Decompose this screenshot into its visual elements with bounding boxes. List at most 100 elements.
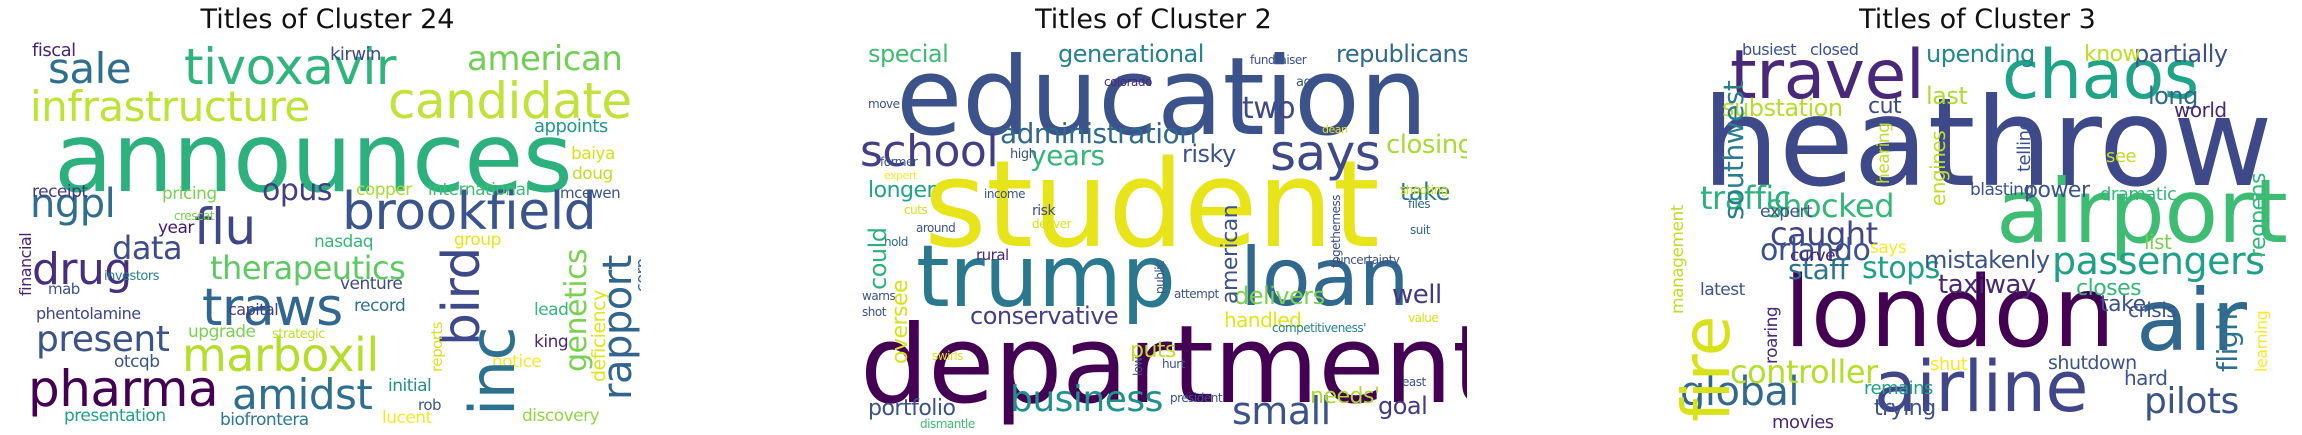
cloud-word: shutdown — [2048, 352, 2137, 374]
cloud-word: list — [2144, 230, 2172, 254]
cloud-word: candidate — [388, 72, 632, 130]
cloud-word: reopens — [2246, 173, 2271, 258]
word-cloud: heathrow london travel chaos airport air airli… — [1664, 42, 2291, 430]
cloud-word: caught — [1770, 215, 1878, 253]
cloud-word: last — [1926, 82, 1968, 110]
cloud-word: pricing — [162, 184, 217, 204]
cloud-word: roaring — [1762, 306, 1782, 364]
cloud-word: department — [860, 303, 1467, 428]
cloud-word: airport — [1996, 160, 2288, 263]
cloud-word: could — [864, 227, 892, 291]
cloud-word: deficiency — [588, 290, 610, 382]
cloud-word: opus — [262, 173, 333, 208]
cloud-word: investors — [104, 269, 159, 284]
cloud-word: risk — [1032, 203, 1056, 219]
cloud-word: chaos — [2002, 42, 2199, 115]
cloud-word: fiscal — [32, 42, 76, 61]
cloud-word: london — [1784, 256, 2115, 370]
cloud-word: pilots — [2144, 381, 2239, 422]
cloud-word: hurt — [1162, 357, 1185, 371]
cloud-word: amidst — [232, 370, 373, 419]
cloud-word: swirls — [932, 349, 963, 363]
cloud-word: stops — [1862, 251, 1940, 286]
cloud-word: upending — [1926, 42, 2035, 68]
word-cloud: education student trump department school loa… — [840, 42, 1467, 430]
cloud-word: american — [1218, 204, 1243, 304]
cloud-word: loan — [1240, 231, 1409, 324]
cloud-word: ngpl — [30, 181, 116, 227]
cloud-word: attempt — [1174, 287, 1219, 301]
cloud-word: passengers — [2052, 239, 2265, 283]
cloud-word: mcewen — [560, 184, 621, 202]
cloud-word: hard — [2124, 366, 2168, 390]
cloud-word: rob — [418, 396, 442, 414]
cloud-word: well — [1392, 280, 1442, 310]
cloud-word: world — [2174, 98, 2227, 122]
cloud-word: airline — [1874, 346, 2088, 428]
cloud-word: goal — [1378, 392, 1428, 420]
cloud-word: business — [1010, 379, 1163, 420]
cloud-word: years — [1030, 139, 1105, 172]
cloud-word: warns — [862, 289, 896, 303]
cloud-word: take — [2100, 292, 2146, 317]
cloud-word: traffic — [1700, 179, 1791, 217]
cloud-word: togetherness — [1329, 195, 1343, 268]
cloud-word: pharma — [28, 360, 219, 418]
cloud-word: baiya — [571, 144, 615, 164]
cloud-word: year — [158, 218, 194, 238]
cloud-word: shot — [862, 305, 886, 319]
cloud-word: uncertainty — [1336, 253, 1400, 267]
cloud-word: announces — [54, 102, 573, 214]
cloud-word: dramatic — [2100, 184, 2177, 205]
cloud-word: financial — [16, 232, 35, 296]
cloud-word: learning — [2252, 310, 2271, 372]
cloud-word: risky — [1182, 140, 1236, 168]
cloud-word: closes — [2076, 276, 2142, 301]
cloud-word: value — [1408, 311, 1439, 325]
cloud-panel-3: Titles of Cluster 3 heathrow london travel… — [1664, 0, 2291, 435]
cloud-word: trump — [916, 227, 1176, 327]
cloud-word: says — [1270, 124, 1381, 182]
cloud-word: curve' — [1790, 246, 1840, 266]
panel-title: Titles of Cluster 3 — [1859, 4, 2096, 35]
cloud-word: closing — [1386, 130, 1467, 160]
cloud-word: phentolamine — [36, 304, 141, 323]
cloud-word: controller — [1730, 353, 1878, 391]
cloud-word: copper — [356, 180, 412, 200]
cloud-word: traws — [202, 278, 343, 338]
cloud-word: engines — [1926, 130, 1950, 206]
cloud-word: global — [1680, 369, 1800, 415]
cloud-word: high — [1010, 147, 1037, 162]
cloud-word: american — [467, 42, 623, 79]
cloud-word: administration — [1000, 117, 1197, 150]
cloud-word: present — [36, 319, 170, 360]
cloud-word: mistakenly — [1924, 246, 2050, 274]
cloud-word: around — [916, 221, 956, 235]
cloud-word: flu — [194, 198, 256, 256]
cloud-word: marboxil — [182, 328, 379, 382]
cloud-word: capital — [228, 300, 279, 319]
cloud-word: lead — [534, 300, 569, 320]
cloud-word: otcqb — [114, 352, 160, 372]
cloud-panel-2: Titles of Cluster 2 education student trum… — [840, 0, 1467, 435]
cloud-word: fundraiser — [1250, 53, 1307, 67]
cloud-word: suit — [1410, 223, 1430, 237]
cloud-word: inc — [456, 326, 529, 416]
cloud-word: two — [1242, 91, 1296, 126]
cloud-word: rural — [976, 246, 1009, 264]
cloud-word: tivoxavir — [184, 42, 396, 96]
cloud-word: flight — [2211, 303, 2244, 372]
cloud-word: management — [1668, 205, 1688, 314]
cloud-word: busiest — [1742, 42, 1797, 59]
cloud-word: nasdaq — [314, 232, 374, 252]
cloud-word: brookfield — [342, 182, 597, 242]
cloud-word: says — [1870, 238, 1907, 258]
cloud-word: education — [896, 42, 1428, 160]
cloud-word: heathrow — [1702, 72, 2273, 214]
cloud-word: dean — [1322, 123, 1348, 136]
cloud-word: expert — [884, 169, 917, 182]
cloud-word: taxiway — [1938, 270, 2036, 300]
cloud-word: puts — [1130, 338, 1177, 363]
cloud-word: needs' — [1310, 384, 1380, 409]
cloud-word: telling — [2014, 119, 2035, 172]
